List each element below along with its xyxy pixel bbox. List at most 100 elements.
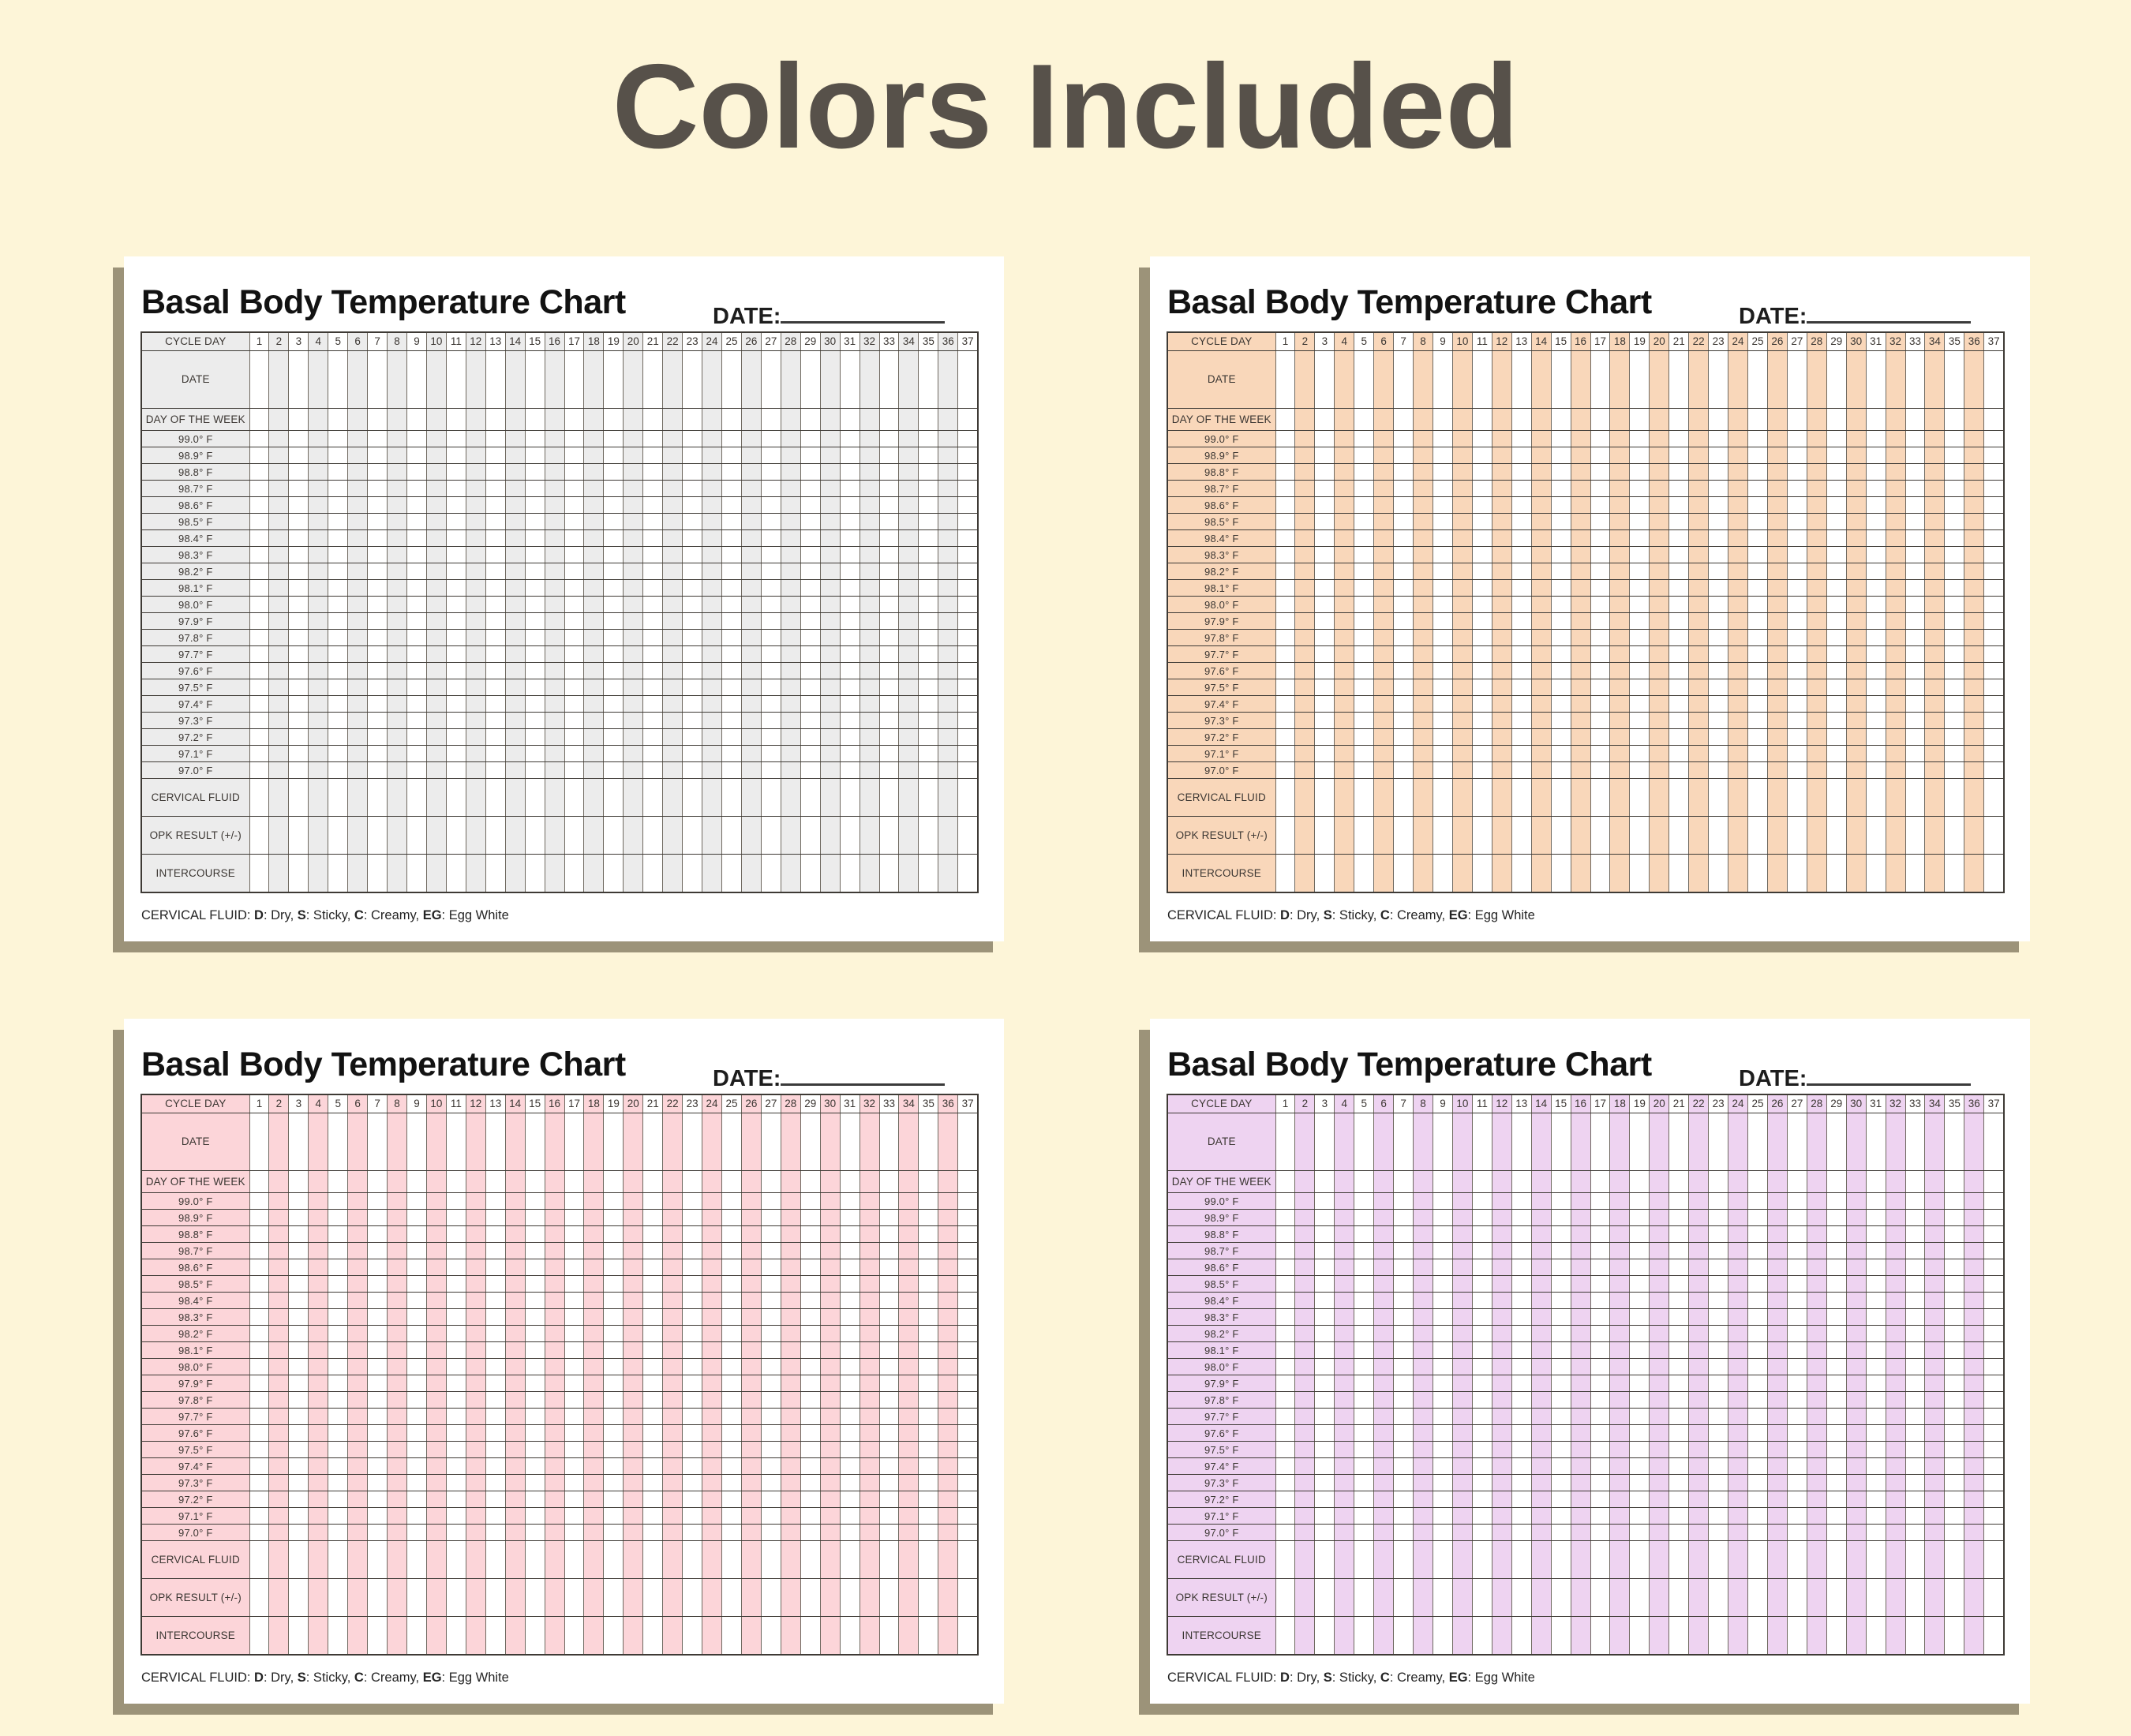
table-row: 97.5° F	[140, 1441, 979, 1458]
grid-cell	[603, 1170, 624, 1193]
grid-cell	[1275, 695, 1296, 713]
grid-cell	[1393, 645, 1414, 663]
grid-cell	[1491, 662, 1512, 679]
grid-cell	[583, 447, 605, 464]
grid-cell	[406, 695, 427, 713]
grid-cell	[1471, 662, 1492, 679]
grid-cell	[524, 513, 545, 530]
grid-cell	[445, 629, 466, 646]
grid-cell	[1373, 579, 1395, 597]
grid-cell	[1570, 695, 1591, 713]
grid-cell	[425, 1457, 447, 1475]
grid-cell	[308, 1540, 329, 1579]
day-number-cell: 2	[268, 1094, 290, 1113]
grid-cell	[938, 1358, 959, 1375]
grid-cell	[1766, 1209, 1788, 1226]
grid-cell	[1668, 1275, 1690, 1293]
grid-cell	[702, 645, 722, 663]
grid-cell	[1766, 854, 1788, 893]
grid-cell	[1550, 447, 1571, 464]
grid-cell	[1590, 513, 1611, 530]
grid-cell	[1904, 463, 1926, 481]
grid-cell	[1609, 480, 1631, 497]
grid-cell	[938, 1474, 959, 1491]
grid-cell	[367, 728, 388, 746]
grid-cell	[780, 480, 801, 497]
grid-cell	[1294, 496, 1316, 514]
grid-cell	[780, 1192, 801, 1210]
grid-cell	[1826, 546, 1847, 563]
grid-cell	[1688, 1259, 1710, 1276]
grid-cell	[1728, 1325, 1748, 1342]
grid-cell	[1944, 629, 1965, 646]
grid-cell	[1747, 579, 1768, 597]
grid-cell	[702, 430, 722, 447]
grid-cell	[1786, 480, 1807, 497]
grid-cell	[1373, 1457, 1395, 1475]
grid-cell	[524, 1616, 545, 1656]
grid-cell	[760, 854, 781, 893]
grid-cell	[445, 1375, 466, 1392]
grid-cell	[1413, 1292, 1433, 1309]
table-row: 97.7° F	[140, 1408, 979, 1425]
grid-cell	[1354, 1308, 1375, 1326]
grid-cell	[938, 408, 959, 431]
grid-cell	[1688, 1275, 1710, 1293]
grid-cell	[288, 645, 309, 663]
grid-cell	[642, 816, 664, 855]
grid-cell	[445, 662, 466, 679]
grid-cell	[1845, 761, 1867, 779]
grid-cell	[1530, 745, 1552, 762]
day-number-cell: 1	[1275, 1094, 1296, 1113]
grid-cell	[1924, 1341, 1946, 1359]
grid-cell	[425, 629, 447, 646]
grid-cell	[1433, 596, 1453, 613]
grid-cell	[425, 546, 447, 563]
grid-cell	[1983, 728, 2005, 746]
grid-cell	[328, 1524, 349, 1541]
grid-cell	[249, 629, 270, 646]
grid-cell	[1334, 728, 1355, 746]
grid-cell	[898, 1507, 919, 1525]
grid-cell	[1314, 546, 1335, 563]
grid-cell	[1275, 1441, 1296, 1458]
grid-cell	[819, 778, 841, 817]
table-row: 97.0° F	[140, 1524, 979, 1541]
grid-cell	[406, 728, 427, 746]
grid-cell	[1728, 563, 1748, 580]
grid-cell	[1786, 1375, 1807, 1392]
grid-cell	[1471, 1259, 1492, 1276]
grid-cell	[1275, 1391, 1296, 1409]
grid-cell	[1590, 1491, 1611, 1508]
grid-cell	[1590, 596, 1611, 613]
row-label: 97.9° F	[140, 1375, 250, 1392]
grid-cell	[740, 1375, 762, 1392]
grid-cell	[367, 1507, 388, 1525]
grid-cell	[583, 1225, 605, 1243]
grid-cell	[1885, 761, 1906, 779]
grid-cell	[1944, 1275, 1965, 1293]
grid-cell	[760, 529, 781, 547]
grid-cell	[1668, 563, 1690, 580]
grid-cell	[1354, 1358, 1375, 1375]
grid-cell	[1649, 563, 1670, 580]
grid-cell	[308, 430, 329, 447]
grid-cell	[1845, 629, 1867, 646]
grid-cell	[1786, 679, 1807, 696]
grid-cell	[682, 1325, 703, 1342]
grid-cell	[740, 728, 762, 746]
grid-cell	[603, 1507, 624, 1525]
grid-cell	[1314, 1391, 1335, 1409]
grid-cell	[1806, 1540, 1827, 1579]
grid-cell	[839, 1474, 860, 1491]
grid-cell	[1471, 1275, 1492, 1293]
day-number-cell: 3	[288, 1094, 309, 1113]
grid-cell	[800, 546, 821, 563]
grid-cell	[1294, 1242, 1316, 1259]
grid-cell	[387, 408, 407, 431]
grid-cell	[1944, 496, 1965, 514]
grid-cell	[544, 1375, 565, 1392]
grid-cell	[1334, 778, 1355, 817]
row-label: 97.6° F	[140, 662, 250, 679]
grid-cell	[1728, 1113, 1748, 1171]
